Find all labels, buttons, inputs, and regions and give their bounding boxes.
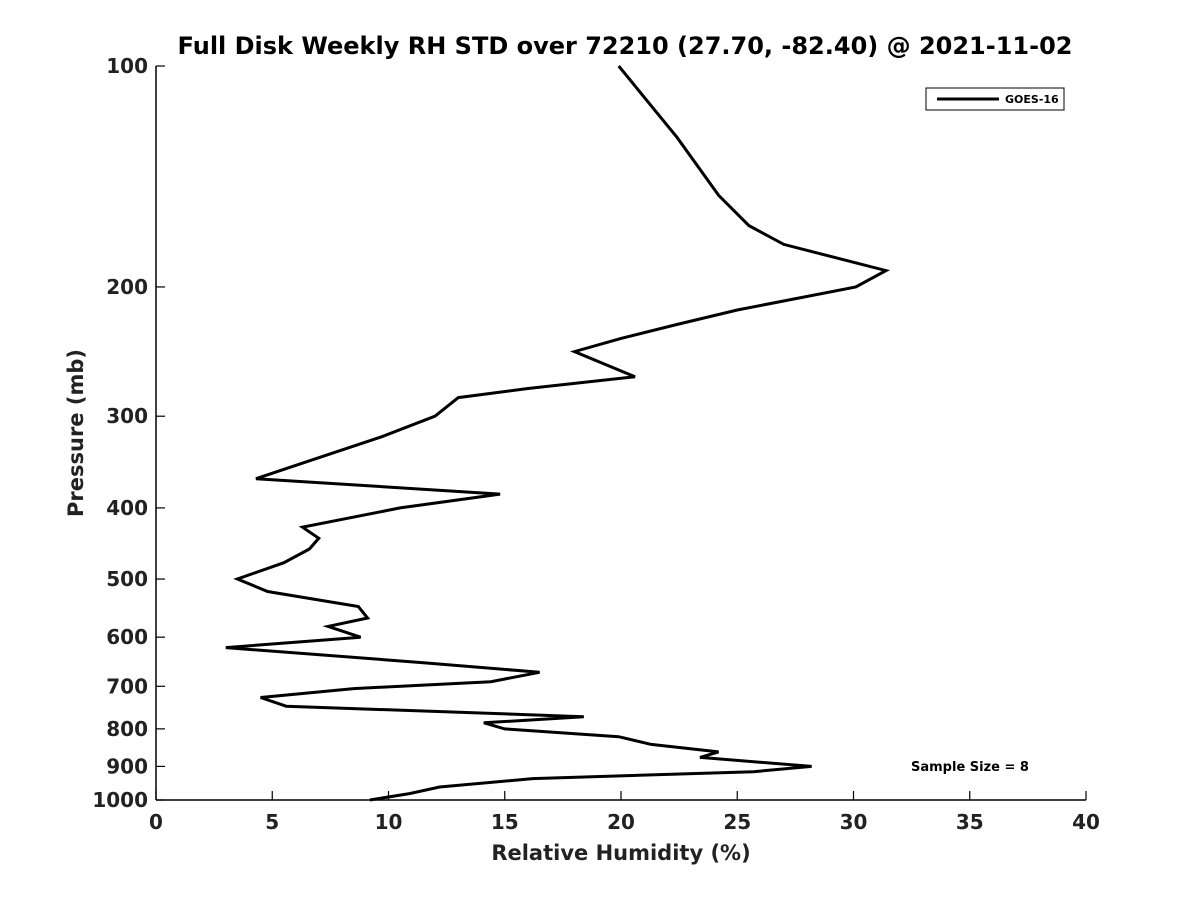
- x-tick-label: 40: [1072, 810, 1100, 834]
- series-layer: [225, 65, 891, 802]
- y-tick-label: 400: [106, 496, 148, 520]
- sample-size-annotation: Sample Size = 8: [911, 760, 1029, 775]
- y-tick-label: 600: [106, 625, 148, 649]
- y-tick-label: 1000: [92, 788, 148, 812]
- x-tick-label: 15: [491, 810, 519, 834]
- y-axis-ticks: 100 200 300 400 500 600 700 800 900 1000: [92, 54, 165, 812]
- x-tick-label: 35: [956, 810, 984, 834]
- x-axis-label: Relative Humidity (%): [491, 841, 750, 865]
- x-axis-ticks: 0 5 10 15 20 25 30 35 40: [149, 791, 1100, 834]
- y-axis-label: Pressure (mb): [64, 349, 88, 517]
- y-tick-label: 100: [106, 54, 148, 78]
- x-tick-label: 30: [840, 810, 868, 834]
- x-tick-label: 20: [607, 810, 635, 834]
- y-tick-label: 900: [106, 754, 148, 778]
- y-tick-label: 800: [106, 717, 148, 741]
- y-tick-label: 700: [106, 674, 148, 698]
- series-line-goes-16: [225, 65, 891, 802]
- x-tick-label: 10: [375, 810, 403, 834]
- legend-entry-goes-16: GOES-16: [1005, 93, 1059, 106]
- y-tick-label: 200: [106, 275, 148, 299]
- x-tick-label: 5: [265, 810, 279, 834]
- y-tick-label: 500: [106, 567, 148, 591]
- legend: GOES-16: [925, 87, 1065, 111]
- x-tick-label: 25: [723, 810, 751, 834]
- chart-title: Full Disk Weekly RH STD over 72210 (27.7…: [178, 32, 1073, 60]
- y-tick-label: 300: [106, 404, 148, 428]
- x-tick-label: 0: [149, 810, 163, 834]
